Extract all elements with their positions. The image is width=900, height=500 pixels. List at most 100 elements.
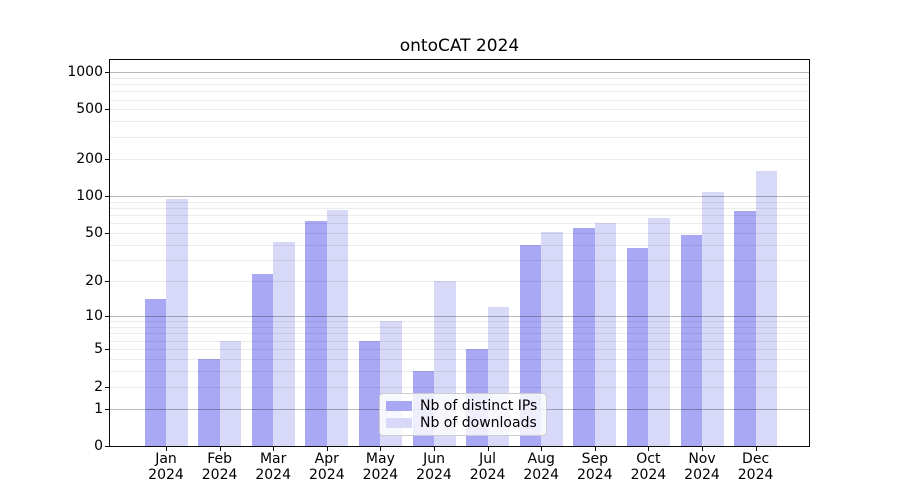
x-tick-mark (380, 447, 382, 451)
x-tick-label: May 2024 (348, 451, 412, 483)
x-tick-label-line: 2024 (201, 466, 238, 483)
y-tick-mark (105, 446, 109, 447)
bar-distinct-ips (573, 228, 595, 446)
x-tick-label-line: Sep (581, 451, 608, 467)
gridline-minor (110, 321, 809, 323)
legend-label-distinct-ips: Nb of distinct IPs (420, 398, 538, 414)
legend: Nb of distinct IPs Nb of downloads (379, 393, 548, 436)
bar-downloads (755, 170, 778, 446)
gridline-minor (110, 260, 809, 261)
bar-downloads (326, 210, 349, 446)
x-tick-label: Mar 2024 (241, 451, 305, 483)
legend-swatch-distinct-ips (386, 401, 412, 411)
y-tick-mark (105, 386, 109, 388)
x-tick-label-line: Jul (479, 451, 497, 467)
x-tick-label-line: Oct (636, 451, 661, 467)
x-tick-mark (326, 447, 328, 451)
gridline-minor (110, 91, 809, 93)
x-tick-label-line: 2024 (737, 466, 774, 483)
gridline-minor (110, 327, 809, 328)
legend-label-downloads: Nb of downloads (420, 415, 537, 431)
bar-distinct-ips (626, 247, 649, 446)
bar-distinct-ips (144, 299, 166, 446)
y-tick-label: 5 (94, 341, 103, 357)
x-tick-label-line: Apr (314, 451, 339, 467)
gridline-minor (110, 208, 809, 209)
x-tick-mark (273, 447, 275, 451)
x-tick-label-line: Nov (688, 451, 716, 467)
x-tick-label-line: 2024 (362, 466, 399, 483)
gridline-major (110, 316, 809, 318)
gridline-minor (110, 281, 809, 283)
x-tick-mark (219, 447, 221, 451)
legend-entry-downloads: Nb of downloads (386, 415, 537, 431)
x-tick-label: Sep 2024 (563, 451, 627, 483)
x-tick-label-line: 2024 (308, 466, 345, 483)
gridline-minor (110, 109, 809, 111)
x-tick-mark (166, 447, 167, 451)
gridline-minor (110, 223, 809, 225)
x-tick-label-line: Aug (527, 451, 555, 467)
bar-distinct-ips (198, 358, 220, 446)
x-tick-mark (594, 447, 596, 451)
bar-downloads (702, 192, 724, 446)
x-tick-mark (755, 447, 757, 451)
y-tick-label: 50 (85, 225, 103, 242)
bar-distinct-ips (251, 273, 274, 446)
gridline-major (110, 71, 809, 73)
y-tick-mark (105, 281, 109, 283)
y-tick-mark (105, 71, 109, 73)
gridline-minor (110, 99, 809, 101)
x-tick-label-line: 2024 (416, 466, 452, 483)
bar-distinct-ips (305, 220, 327, 446)
x-tick-label: Jul 2024 (456, 451, 520, 483)
x-tick-mark (648, 447, 650, 451)
gridline-minor (110, 333, 809, 335)
y-tick-label: 200 (76, 150, 103, 167)
gridline-minor (110, 340, 809, 342)
bar-downloads (219, 340, 242, 446)
plot-area: Nb of distinct IPs Nb of downloads (109, 59, 810, 447)
legend-swatch-downloads (386, 418, 412, 428)
x-tick-label: Jan 2024 (134, 451, 198, 483)
gridline-minor (110, 358, 809, 360)
x-tick-label: Feb 2024 (188, 451, 252, 483)
x-tick-label-line: Dec (742, 451, 770, 467)
chart-title: ontoCAT 2024 (399, 36, 520, 56)
y-tick-mark (105, 408, 109, 410)
x-tick-label-line: Feb (207, 451, 232, 467)
y-tick-mark (105, 233, 109, 235)
gridline-minor (110, 158, 809, 160)
bar-distinct-ips (680, 235, 702, 446)
bar-distinct-ips (358, 340, 381, 446)
y-tick-label: 100 (76, 188, 103, 205)
y-tick-label: 500 (76, 101, 103, 118)
y-tick-label: 0 (94, 438, 103, 454)
gridline-minor (110, 136, 809, 138)
gridline-minor (110, 233, 809, 235)
x-tick-label-line: 2024 (523, 466, 559, 483)
bar-downloads (594, 222, 617, 446)
x-tick-mark (487, 447, 489, 451)
x-tick-label: Nov 2024 (670, 451, 734, 483)
y-tick-label: 2 (94, 378, 103, 395)
y-tick-mark (105, 109, 109, 111)
gridline-minor (110, 201, 809, 203)
x-tick-label-line: Jun (423, 451, 445, 467)
x-tick-label-line: 2024 (576, 466, 613, 483)
x-tick-label: Jun 2024 (402, 451, 466, 483)
y-tick-label: 10 (85, 308, 103, 325)
gridline-minor (110, 244, 809, 246)
bar-distinct-ips (734, 210, 756, 446)
x-tick-label-line: 2024 (469, 466, 506, 483)
y-tick-label: 20 (85, 273, 103, 290)
gridline-minor (110, 77, 809, 79)
legend-entry-distinct-ips: Nb of distinct IPs (386, 398, 537, 414)
x-tick-label: Dec 2024 (724, 451, 788, 483)
gridline-minor (110, 386, 809, 388)
y-tick-mark (105, 316, 109, 318)
gridline-minor (110, 370, 809, 372)
x-tick-label: Apr 2024 (295, 451, 359, 483)
x-tick-mark (541, 447, 543, 451)
